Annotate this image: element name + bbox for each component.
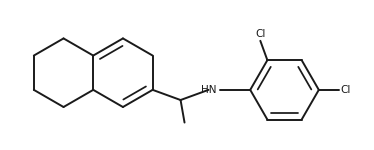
Text: Cl: Cl <box>341 85 351 95</box>
Text: HN: HN <box>201 85 216 95</box>
Text: Cl: Cl <box>255 28 266 39</box>
